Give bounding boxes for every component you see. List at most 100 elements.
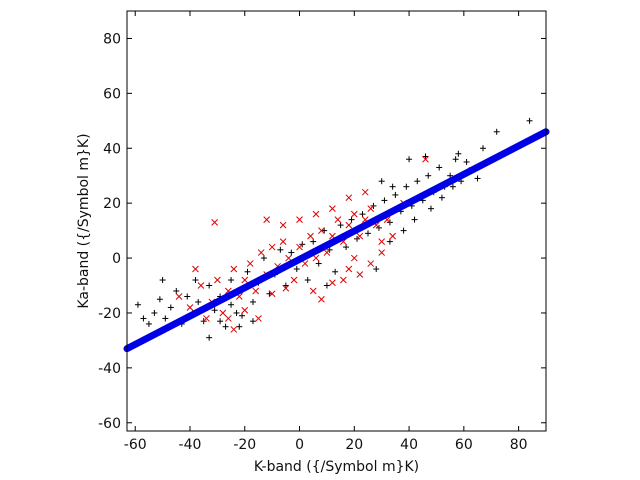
point-plus [474,175,481,182]
point-plus [151,309,158,316]
point-cross [252,287,260,295]
point-cross [345,194,353,202]
point-cross [339,276,347,284]
point-cross [350,210,358,218]
x-tick-label: -40 [179,437,202,453]
point-plus [217,318,224,325]
point-plus [304,277,311,284]
point-plus [337,222,344,229]
point-plus [228,277,235,284]
point-cross [290,276,298,284]
point-plus [184,293,191,300]
point-cross [241,276,249,284]
point-cross [318,227,325,234]
point-plus [134,301,141,308]
axes: -60 -40 -20 0 20 40 60 80 -60 -40 -20 0 20 40 60 80 [98,11,546,453]
point-cross [356,271,364,278]
point-cross [334,216,342,223]
point-cross [279,238,287,245]
x-tick-label: -20 [233,437,256,453]
point-cross [378,238,386,245]
point-plus [386,238,393,245]
x-tick-label: 60 [455,437,473,453]
point-cross [378,249,386,256]
point-cross [257,249,265,256]
point-cross [350,254,358,262]
point-cross [323,249,331,256]
x-tick-label: 40 [400,437,418,453]
x-axis-label: K-band ({/Symbol m}K) [254,459,419,475]
fit-line [123,128,550,353]
point-plus [222,323,229,330]
point-plus [293,266,300,273]
y-tick-label: 20 [103,196,121,212]
point-plus [145,320,152,327]
point-plus [526,117,533,124]
point-plus [359,211,366,218]
point-cross [367,205,375,213]
point-plus [343,244,350,251]
point-plus [206,282,213,289]
point-plus [449,183,456,190]
point-cross [175,293,183,300]
point-cross [361,188,369,196]
point-plus [425,172,432,179]
point-plus [277,246,284,253]
point-plus [195,298,202,305]
point-plus [266,290,273,297]
point-cross [296,243,303,251]
point-cross [282,284,290,292]
point-plus [323,282,330,289]
point-cross [230,265,238,273]
point-plus [364,230,371,237]
point-plus [159,277,166,284]
y-tick-label: -60 [98,416,121,432]
point-cross [263,216,271,223]
point-plus [422,153,429,160]
point-cross [279,221,287,229]
point-plus [167,304,174,311]
point-cross [268,290,276,298]
point-plus [463,158,470,165]
y-tick-label: 0 [112,251,121,267]
point-cross [214,276,221,284]
point-plus [411,216,418,223]
y-tick-label: 80 [103,31,121,47]
point-plus [378,178,385,185]
point-cross [312,254,320,262]
point-cross [422,155,429,163]
y-axis-label: Ka-band ({/Symbol m}K) [76,133,92,308]
point-cross [230,326,238,333]
point-plus [239,312,246,319]
point-plus [480,145,487,152]
point-cross [186,304,194,311]
point-plus [427,205,434,212]
point-plus [206,334,213,341]
y-tick-label: 40 [103,141,121,157]
point-plus [192,277,199,284]
point-cross [211,219,218,226]
point-plus [244,268,251,275]
point-plus [406,156,413,163]
point-cross [307,232,314,240]
plot-frame [126,10,547,432]
point-cross [356,232,364,240]
point-plus [156,296,163,303]
point-cross [389,232,396,240]
point-cross [268,243,276,251]
point-plus [282,282,289,289]
point-plus [400,227,407,234]
point-cross [329,205,336,213]
point-plus [348,216,355,223]
point-cross [367,260,375,267]
point-plus [310,238,317,245]
point-plus [381,197,388,204]
point-cross [318,295,325,303]
y-tick-label: -20 [98,306,121,322]
point-cross [296,216,303,223]
point-cross [312,210,320,218]
x-tick-label: 20 [345,437,363,453]
point-plus [140,315,147,322]
point-cross [197,282,205,289]
